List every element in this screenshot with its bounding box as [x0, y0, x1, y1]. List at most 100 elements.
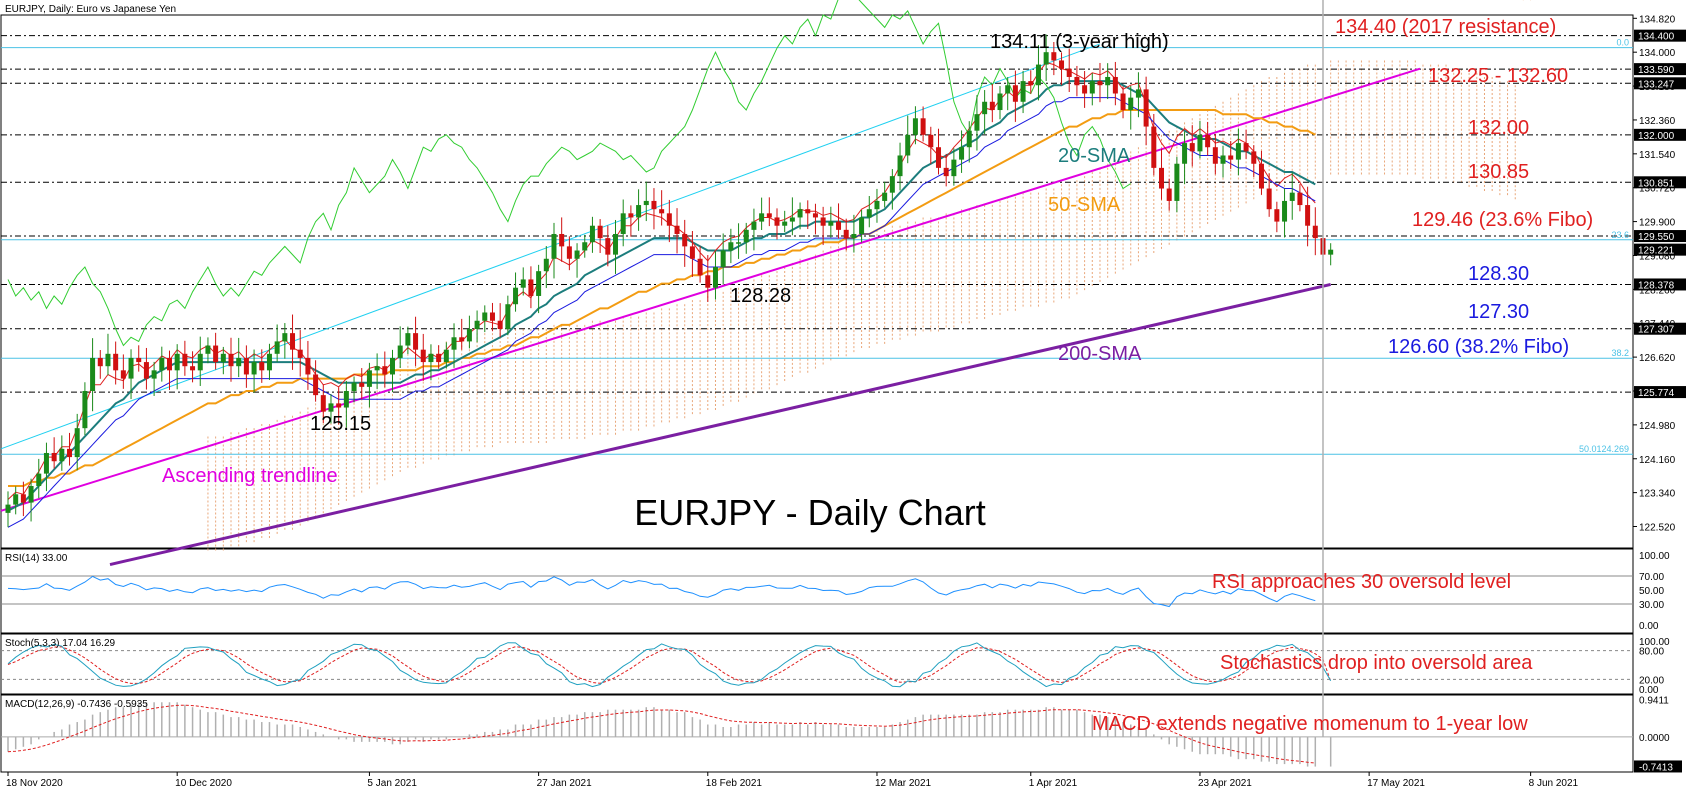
- candle-body: [1082, 85, 1088, 94]
- chart-title: EURJPY - Daily Chart: [634, 492, 985, 533]
- candle-body: [782, 221, 788, 226]
- fib-label: 0.0: [1616, 38, 1629, 48]
- candle-body: [74, 428, 80, 458]
- candle-body: [397, 345, 403, 358]
- channel-line: [0, 43, 1101, 450]
- candle-body: [605, 238, 611, 255]
- candle-body: [689, 246, 695, 259]
- candle-body: [1235, 143, 1241, 160]
- candle-body: [613, 233, 619, 255]
- candle-body: [543, 258, 549, 272]
- anno-low-125-15: 125.15: [310, 413, 371, 435]
- price-tick-label: 128.260: [1639, 285, 1676, 296]
- candle-body: [143, 362, 149, 379]
- candle-body: [459, 337, 465, 342]
- candle-body: [774, 217, 780, 226]
- candle-body: [1143, 89, 1149, 127]
- candle-body: [1012, 85, 1018, 102]
- candle-body: [874, 200, 880, 210]
- candle-body: [366, 370, 372, 387]
- price-tag-label: 134.400: [1638, 32, 1675, 43]
- candle-body: [1258, 163, 1264, 189]
- candle-body: [297, 349, 303, 358]
- candle-body: [728, 242, 734, 251]
- anno-trendline: Ascending trendline: [162, 465, 338, 487]
- date-label: 1 Apr 2021: [1029, 778, 1078, 789]
- candle-body: [589, 225, 595, 243]
- chart-header: EURJPY, Daily: Euro vs Japanese Yen: [5, 4, 176, 15]
- rsi-tick-label: 70.00: [1639, 572, 1664, 583]
- date-label: 18 Nov 2020: [6, 778, 63, 789]
- candle-body: [1205, 134, 1211, 148]
- candle-body: [736, 242, 742, 244]
- candle-body: [136, 357, 142, 363]
- candle-body: [374, 366, 380, 371]
- candle-body: [274, 341, 280, 354]
- candle-body: [5, 504, 11, 513]
- candle-body: [643, 200, 649, 206]
- candle-body: [174, 353, 180, 371]
- candle-body: [1266, 188, 1272, 210]
- candle-body: [266, 353, 272, 371]
- candle-body: [1035, 64, 1041, 86]
- candle-body: [13, 494, 19, 505]
- price-candles: [5, 34, 1334, 528]
- candle-body: [759, 213, 765, 222]
- candle-body: [482, 312, 488, 321]
- candle-body: [1105, 76, 1111, 86]
- candle-body: [128, 357, 134, 379]
- candle-body: [1251, 151, 1257, 164]
- candle-body: [889, 176, 895, 193]
- candle-body: [966, 130, 972, 148]
- candle-body: [343, 390, 349, 408]
- anno-2017-resistance: 134.40 (2017 resistance): [1335, 16, 1556, 38]
- candle-body: [528, 279, 534, 296]
- candle-body: [712, 267, 718, 288]
- candle-body: [812, 213, 818, 218]
- candle-body: [1328, 249, 1334, 255]
- candle-body: [851, 233, 857, 239]
- date-axis: 18 Nov 2020 10 Dec 2020 5 Jan 2021 27 Jan 2…: [6, 772, 1579, 789]
- anno-stoch-note: Stochastics drop into oversold area: [1220, 652, 1533, 674]
- candle-body: [859, 217, 865, 234]
- candle-body: [705, 275, 711, 288]
- rsi-series: 100.00 70.00 50.00 30.00 0.00: [1, 551, 1670, 632]
- candle-body: [597, 225, 603, 239]
- candle-body: [1128, 97, 1134, 111]
- candle-body: [1043, 52, 1049, 65]
- price-tick-label: 134.000: [1639, 48, 1676, 59]
- candle-body: [620, 213, 626, 234]
- candle-body: [305, 357, 311, 375]
- candle-body: [697, 258, 703, 276]
- candle-body: [382, 366, 388, 375]
- anno-128-30: 128.30: [1468, 263, 1529, 285]
- anno-sma20: 20-SMA: [1058, 145, 1131, 167]
- candle-body: [959, 147, 965, 160]
- candle-body: [20, 494, 26, 503]
- anno-low-128-28: 128.28: [730, 285, 791, 307]
- price-tag: [1634, 386, 1686, 399]
- anno-127-30: 127.30: [1468, 301, 1529, 323]
- candle-body: [420, 349, 426, 363]
- macd-series: 0.9411 0.0000 -0.7413: [1, 0, 1682, 773]
- candle-body: [1220, 155, 1226, 164]
- candle-body: [674, 225, 680, 234]
- date-label: 5 Jan 2021: [367, 778, 417, 789]
- price-tag-label: 130.851: [1638, 178, 1675, 189]
- price-tick-label: 129.900: [1639, 218, 1676, 229]
- candle-body: [1005, 85, 1011, 94]
- candle-body: [166, 357, 172, 371]
- candle-body: [628, 213, 634, 218]
- candle-body: [59, 448, 65, 462]
- date-label: 10 Dec 2020: [175, 778, 232, 789]
- price-tick-label: 132.360: [1639, 116, 1676, 127]
- macd-title: MACD(12,26,9) -0.7436 -0.5935: [5, 699, 148, 710]
- candle-body: [636, 205, 642, 218]
- candle-body: [743, 229, 749, 243]
- candle-body: [659, 209, 665, 214]
- candle-body: [789, 217, 795, 222]
- rsi-tick-label: 0.00: [1639, 621, 1659, 632]
- candle-body: [943, 167, 949, 177]
